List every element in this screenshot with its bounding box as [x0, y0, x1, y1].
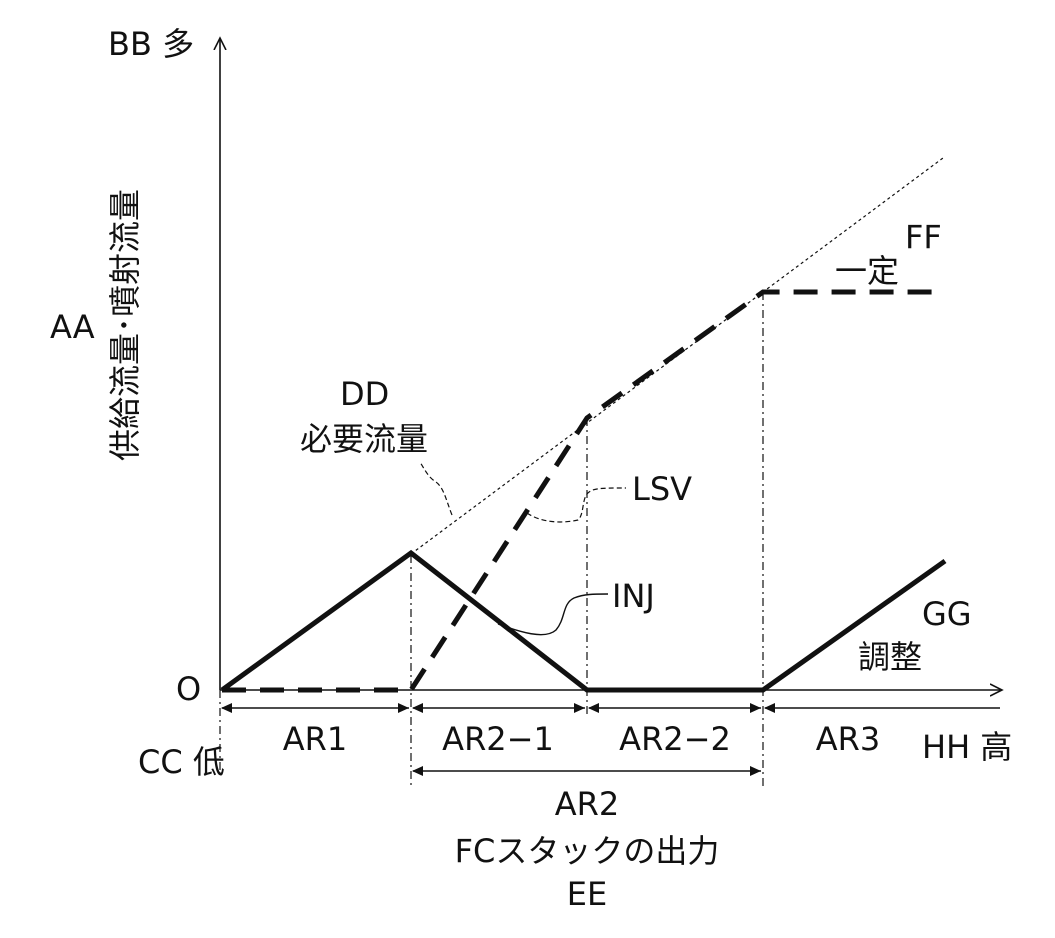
- ar2-1-label: AR2−1: [442, 720, 554, 758]
- inj-label: INJ: [612, 577, 655, 615]
- cc-label: CC 低: [138, 743, 225, 781]
- x-axis-title: FCスタックの出力: [455, 832, 720, 870]
- zero-label: O: [176, 670, 201, 708]
- dd-leader: [420, 462, 452, 515]
- lsv-label: LSV: [632, 470, 692, 508]
- lsv-leader: [527, 488, 626, 522]
- lsv-flow-line: [222, 292, 945, 690]
- y-axis-title: 供給流量･噴射流量: [106, 189, 144, 461]
- region-boundaries: [220, 292, 763, 788]
- inj-leader: [498, 594, 608, 635]
- ee-label: EE: [567, 875, 607, 913]
- inj-flow-line: [222, 553, 945, 690]
- gg-label: GG: [922, 595, 972, 633]
- ar1-label: AR1: [283, 720, 347, 758]
- constant-label: 一定: [835, 252, 899, 290]
- required-flow-label: 必要流量: [300, 420, 428, 458]
- dd-label: DD: [340, 375, 389, 413]
- adjust-label: 調整: [858, 638, 922, 676]
- bb-label: BB 多: [108, 25, 194, 63]
- ff-label: FF: [905, 218, 942, 256]
- ar2-label: AR2: [555, 785, 619, 823]
- hh-label: HH 高: [922, 728, 1012, 766]
- aa-label: AA: [50, 308, 95, 346]
- ar3-label: AR3: [816, 720, 880, 758]
- ar2-2-label: AR2−2: [619, 720, 731, 758]
